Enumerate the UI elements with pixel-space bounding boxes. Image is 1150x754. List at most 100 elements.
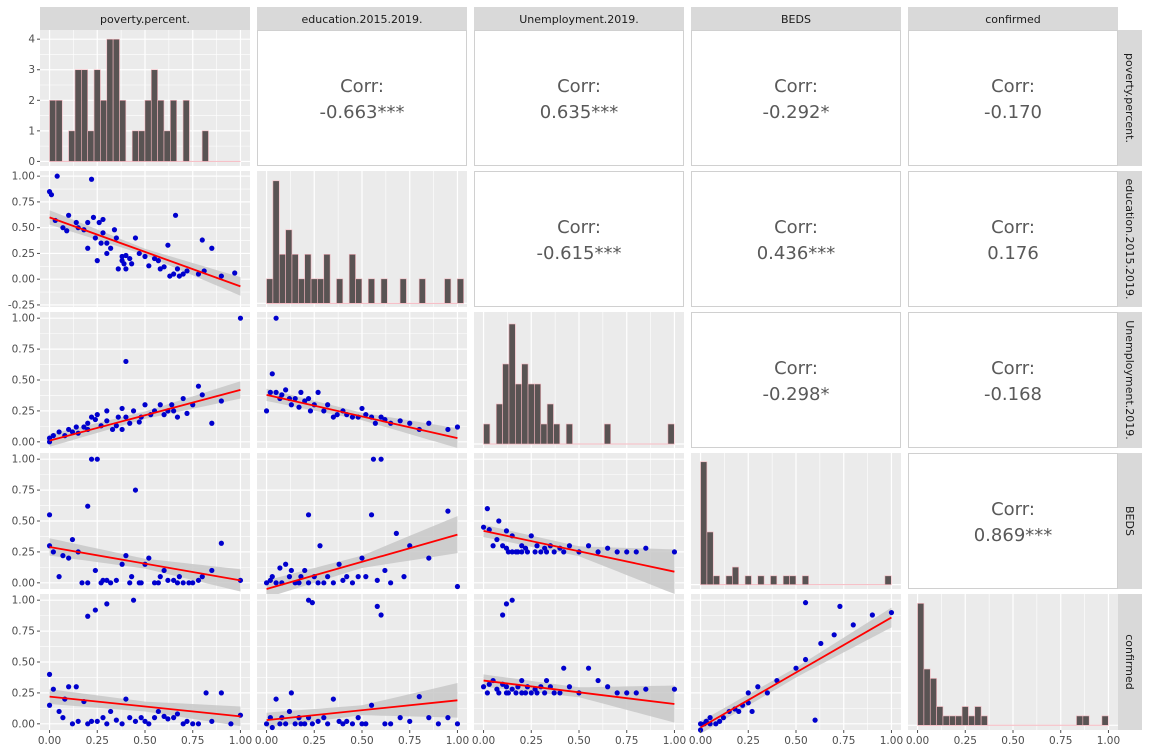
data-point — [288, 567, 294, 574]
data-point — [500, 543, 506, 549]
data-point — [85, 503, 91, 509]
column-strip — [257, 7, 467, 30]
data-point — [132, 718, 139, 724]
correlation-label: Corr: — [991, 499, 1035, 520]
data-point — [397, 418, 403, 424]
y-tick-label: 0.75 — [12, 485, 35, 497]
histogram-bar — [144, 99, 152, 162]
data-point — [321, 580, 327, 586]
row-strip-label: education.2015.2019. — [1123, 178, 1136, 299]
column-strip — [40, 7, 250, 30]
data-point — [85, 613, 91, 619]
histogram-bar — [540, 423, 548, 445]
y-tick-label: 0.25 — [12, 546, 35, 558]
data-point — [104, 418, 110, 424]
data-point — [66, 426, 72, 433]
data-point — [73, 684, 79, 690]
correlation-panel — [908, 312, 1118, 448]
y-tick-label: 0.25 — [12, 248, 35, 260]
data-point — [123, 266, 129, 272]
data-point — [713, 721, 719, 727]
histogram-bar — [1076, 715, 1084, 726]
histogram-bar — [93, 69, 101, 162]
y-tick-label: 0.00 — [12, 436, 35, 448]
data-point — [113, 717, 119, 723]
data-point — [237, 315, 244, 321]
data-point — [88, 176, 95, 182]
data-point — [566, 684, 573, 690]
data-point — [445, 715, 451, 721]
data-point — [749, 708, 755, 715]
correlation-label: Corr: — [774, 358, 818, 379]
row-strip — [1118, 171, 1142, 307]
histogram-bar — [732, 566, 739, 585]
data-point — [349, 580, 356, 586]
data-point — [374, 577, 380, 583]
data-point — [340, 577, 346, 583]
data-point — [69, 536, 76, 543]
x-tick-label: 1.00 — [446, 735, 469, 747]
data-point — [269, 724, 275, 731]
data-point — [142, 402, 148, 408]
data-point — [165, 716, 171, 722]
histogram-bar — [770, 575, 778, 585]
data-point — [132, 487, 139, 493]
x-tick-label: 1.00 — [229, 735, 252, 747]
row-strip-label: confirmed — [1123, 634, 1136, 689]
data-point — [397, 715, 403, 721]
data-point — [309, 721, 315, 727]
histogram-bar — [917, 603, 925, 726]
data-point — [96, 219, 102, 226]
data-point — [802, 600, 809, 606]
data-point — [94, 456, 100, 462]
data-point — [624, 549, 630, 555]
data-point — [92, 416, 98, 423]
row-strip — [1118, 453, 1142, 589]
data-point — [92, 567, 98, 574]
data-point — [136, 250, 142, 257]
data-point — [359, 555, 365, 561]
data-point — [66, 555, 72, 561]
regression-line — [49, 546, 241, 582]
x-tick-label: 0.00 — [472, 735, 495, 747]
histogram-bar — [266, 278, 274, 304]
x-tick-label: 0.00 — [38, 735, 61, 747]
data-point — [605, 545, 611, 551]
histogram-bar — [81, 69, 88, 162]
y-tick-label: 0.50 — [12, 516, 35, 528]
data-point — [73, 424, 79, 430]
data-point — [218, 540, 224, 546]
y-tick-label: 0.00 — [12, 577, 35, 589]
histogram-bar — [112, 38, 120, 162]
data-point — [349, 414, 356, 420]
correlation-label: Corr: — [557, 217, 601, 238]
y-tick-label: 0.75 — [12, 196, 35, 208]
y-tick-label: 1.00 — [12, 595, 35, 607]
data-point — [209, 420, 215, 426]
row-strip — [1118, 594, 1142, 730]
data-point — [167, 273, 173, 279]
x-tick-label: 0.25 — [303, 735, 326, 747]
data-point — [283, 561, 289, 567]
data-point — [480, 524, 487, 530]
histogram-bar — [980, 715, 988, 726]
data-point — [171, 715, 177, 721]
data-point — [104, 601, 110, 607]
data-point — [643, 545, 649, 551]
data-point — [263, 721, 270, 727]
histogram-bar — [942, 715, 950, 726]
histogram-bar — [667, 423, 675, 445]
data-point — [321, 715, 327, 721]
histogram-bar — [546, 403, 554, 445]
correlation-value: 0.176 — [987, 243, 1039, 264]
correlation-panel — [691, 30, 901, 166]
histogram-bar — [278, 254, 286, 304]
y-tick-label: 1.00 — [12, 171, 35, 183]
data-point — [161, 567, 167, 574]
data-point — [50, 686, 56, 692]
data-point — [614, 549, 620, 555]
data-point — [315, 389, 321, 395]
data-point — [330, 414, 336, 420]
data-point — [123, 252, 129, 259]
histogram-bar — [521, 363, 529, 445]
